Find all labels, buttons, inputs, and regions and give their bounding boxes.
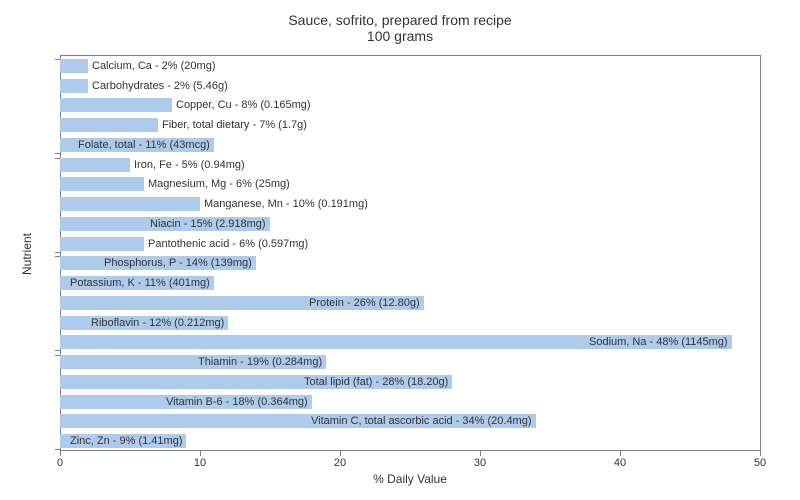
bar bbox=[60, 177, 144, 191]
bar-label: Protein - 26% (12.80g) bbox=[309, 297, 420, 309]
bar-label: Copper, Cu - 8% (0.165mg) bbox=[176, 99, 311, 111]
y-axis-label: Nutrient bbox=[20, 232, 34, 274]
bar-label: Fiber, total dietary - 7% (1.7g) bbox=[162, 119, 307, 131]
x-axis-line bbox=[60, 450, 760, 451]
bar-label: Vitamin C, total ascorbic acid - 34% (20… bbox=[311, 415, 532, 427]
bar-label: Carbohydrates - 2% (5.46g) bbox=[92, 80, 228, 92]
chart-container: Sauce, sofrito, prepared from recipe 100… bbox=[0, 0, 800, 500]
bar-label: Zinc, Zn - 9% (1.41mg) bbox=[70, 435, 182, 447]
x-tick-label: 40 bbox=[614, 457, 626, 469]
bar-label: Calcium, Ca - 2% (20mg) bbox=[92, 60, 215, 72]
x-tick-label: 50 bbox=[754, 457, 766, 469]
chart-title-line1: Sauce, sofrito, prepared from recipe bbox=[0, 12, 800, 28]
y-axis-line bbox=[60, 56, 61, 451]
x-tick-label: 0 bbox=[57, 457, 63, 469]
bar-label: Vitamin B-6 - 18% (0.364mg) bbox=[166, 396, 308, 408]
x-tick-mark bbox=[200, 451, 201, 456]
plot-area: 01020304050Calcium, Ca - 2% (20mg)Carboh… bbox=[60, 55, 761, 451]
x-axis-label: % Daily Value bbox=[60, 472, 760, 486]
bar-label: Thiamin - 19% (0.284mg) bbox=[198, 356, 322, 368]
y-tick-group bbox=[55, 355, 60, 450]
bar-label: Manganese, Mn - 10% (0.191mg) bbox=[204, 198, 368, 210]
x-tick-mark bbox=[340, 451, 341, 456]
bar-label: Total lipid (fat) - 28% (18.20g) bbox=[304, 376, 448, 388]
bar bbox=[60, 79, 88, 93]
bar-label: Magnesium, Mg - 6% (25mg) bbox=[148, 178, 290, 190]
bar-label: Riboflavin - 12% (0.212mg) bbox=[91, 317, 224, 329]
x-tick-mark bbox=[480, 451, 481, 456]
x-tick-label: 10 bbox=[194, 457, 206, 469]
bar bbox=[60, 118, 158, 132]
y-tick-group bbox=[55, 158, 60, 253]
bar-label: Iron, Fe - 5% (0.94mg) bbox=[134, 159, 245, 171]
bar bbox=[60, 59, 88, 73]
bar bbox=[60, 197, 200, 211]
chart-title-line2: 100 grams bbox=[0, 28, 800, 44]
y-tick-group bbox=[55, 256, 60, 351]
bar-label: Sodium, Na - 48% (1145mg) bbox=[589, 336, 728, 348]
x-tick-label: 20 bbox=[334, 457, 346, 469]
x-tick-mark bbox=[60, 451, 61, 456]
bar bbox=[60, 98, 172, 112]
bar bbox=[60, 237, 144, 251]
bar-label: Niacin - 15% (2.918mg) bbox=[150, 218, 266, 230]
chart-title: Sauce, sofrito, prepared from recipe 100… bbox=[0, 12, 800, 44]
x-tick-label: 30 bbox=[474, 457, 486, 469]
bar-label: Phosphorus, P - 14% (139mg) bbox=[104, 257, 252, 269]
x-tick-mark bbox=[620, 451, 621, 456]
bar bbox=[60, 158, 130, 172]
bar-label: Folate, total - 11% (43mcg) bbox=[78, 139, 210, 151]
bar-label: Pantothenic acid - 6% (0.597mg) bbox=[148, 238, 308, 250]
y-tick-group bbox=[55, 59, 60, 154]
bar-label: Potassium, K - 11% (401mg) bbox=[70, 277, 210, 289]
x-tick-mark bbox=[760, 451, 761, 456]
